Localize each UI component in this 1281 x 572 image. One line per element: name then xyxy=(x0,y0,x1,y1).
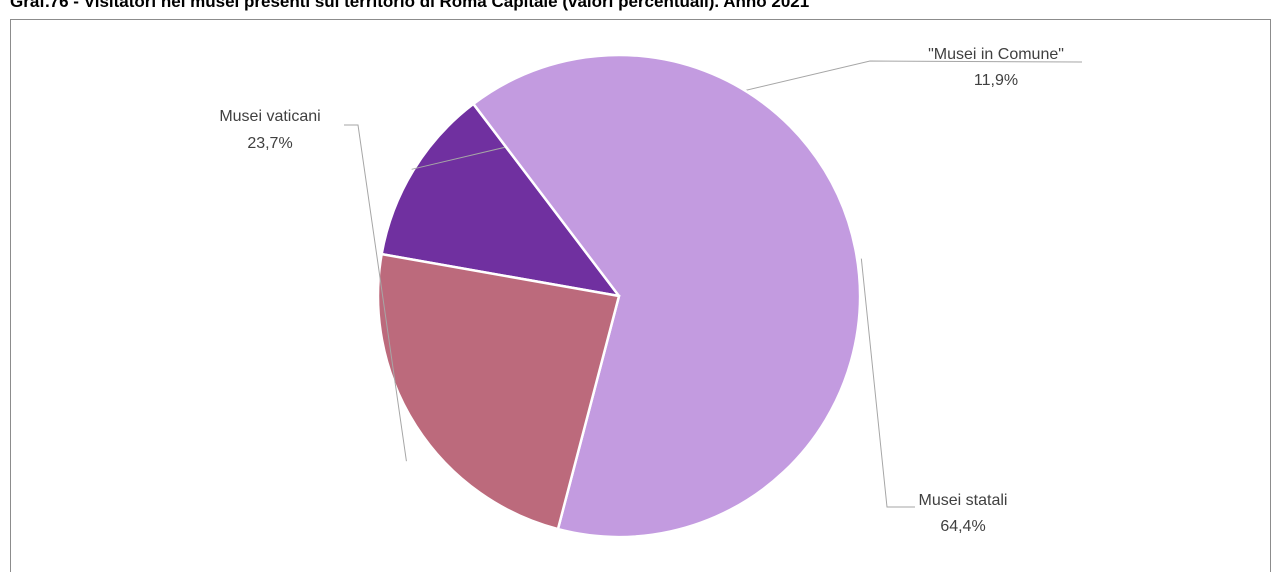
leader-line xyxy=(861,259,915,507)
data-label-category: "Musei in Comune" xyxy=(928,46,1064,63)
data-label-value: 23,7% xyxy=(247,135,292,152)
data-label-value: 64,4% xyxy=(940,518,985,535)
data-label-category: Musei statali xyxy=(919,492,1008,509)
data-label-value: 11,9% xyxy=(974,72,1018,89)
data-label-category: Musei vaticani xyxy=(219,108,320,125)
